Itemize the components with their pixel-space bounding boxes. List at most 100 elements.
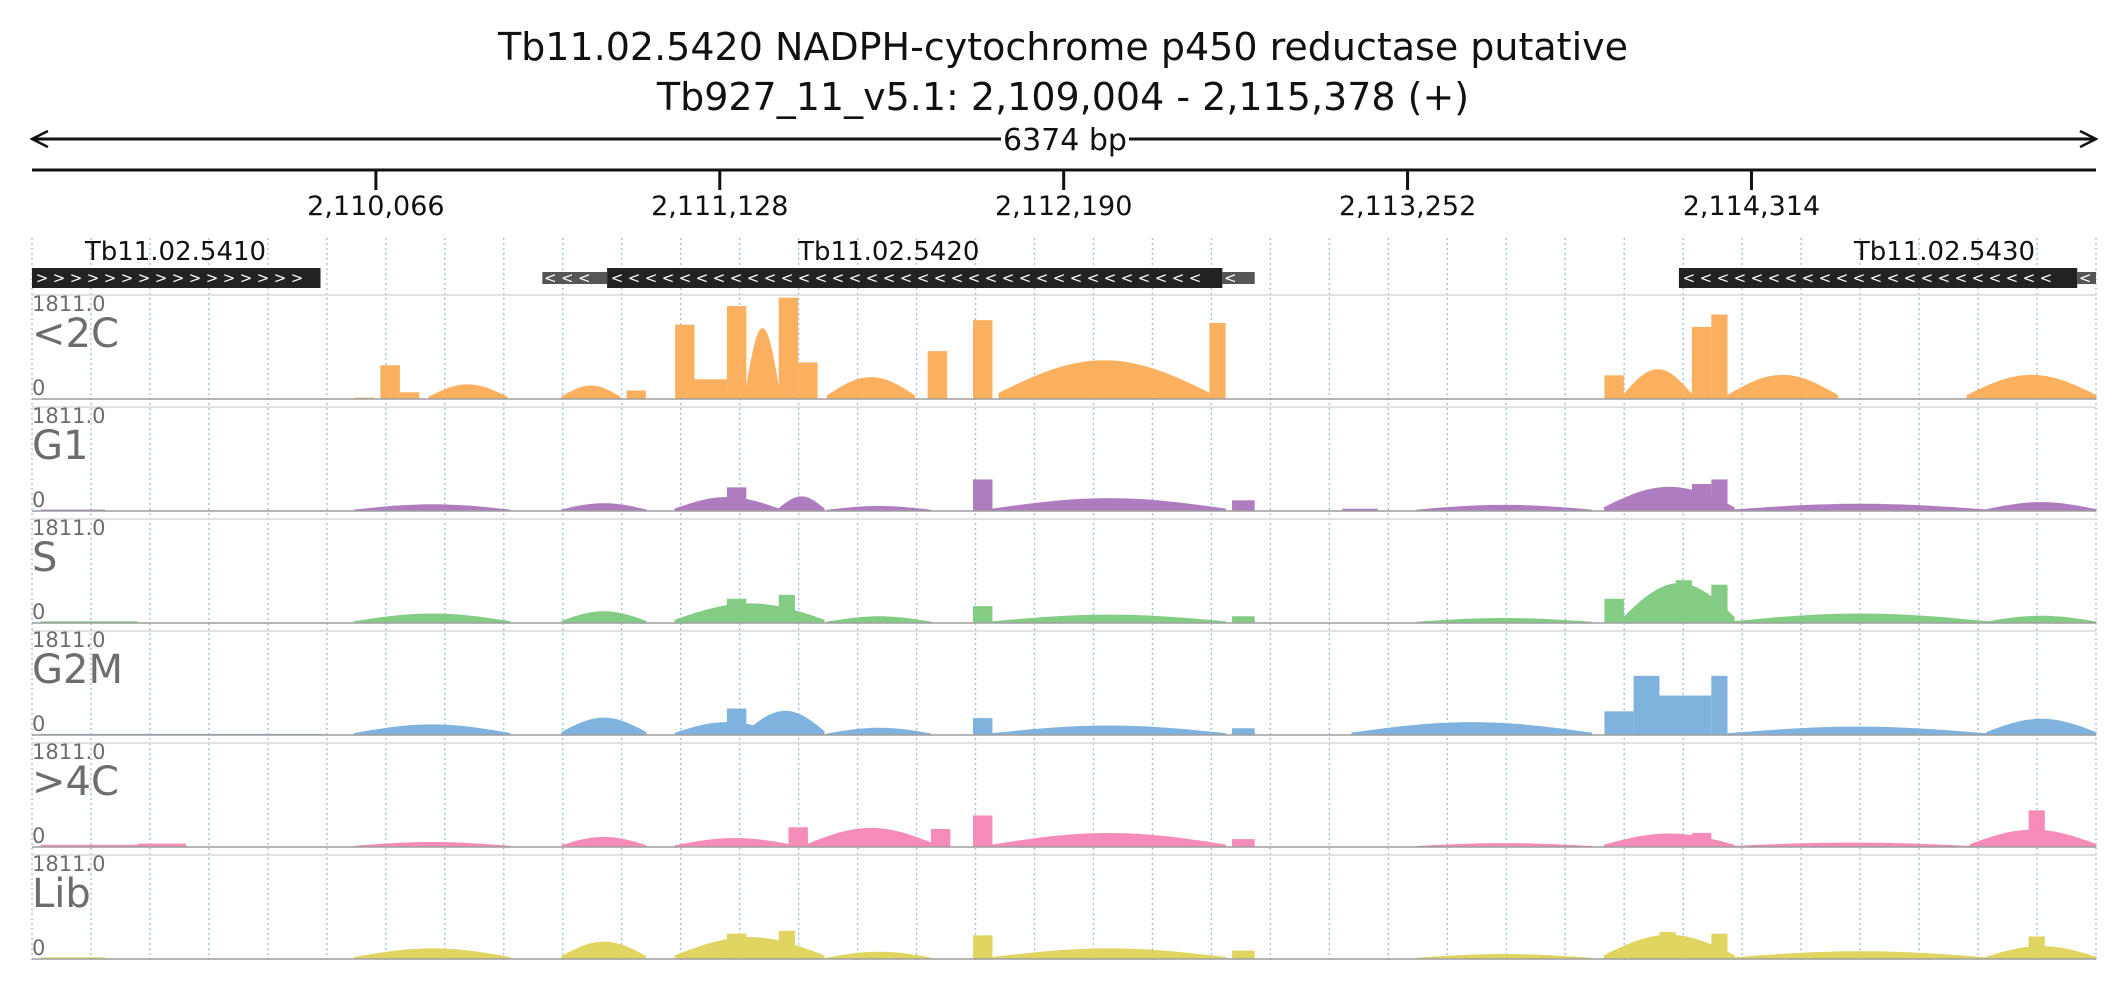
coverage-bar — [1675, 580, 1692, 623]
strand-chevron: < — [2040, 269, 2053, 287]
coverage-area — [1733, 503, 1988, 512]
coverage-bar — [1711, 933, 1728, 959]
coverage-area — [1966, 374, 2097, 400]
coverage-bar — [973, 606, 993, 623]
strand-chevron: < — [1019, 269, 1032, 287]
coverage-bar — [788, 827, 808, 847]
strand-chevron: < — [1836, 269, 1849, 287]
track-max-label: 1811.0 — [32, 628, 105, 652]
strand-chevron: > — [257, 269, 270, 287]
track-max-label: 1811.0 — [32, 516, 105, 540]
strand-chevron: < — [900, 269, 913, 287]
coverage-bar — [1232, 616, 1255, 623]
coverage-area — [1986, 502, 2097, 512]
coverage-bar — [726, 306, 747, 399]
strand-chevron: < — [2079, 269, 2092, 287]
track-4: 1811.0 0 >4C — [32, 740, 2097, 848]
track-name: G2M — [32, 647, 123, 693]
coverage-area — [353, 724, 511, 736]
strand-chevron: < — [1870, 269, 1883, 287]
strand-chevron: < — [2006, 269, 2019, 287]
coverage-area — [998, 360, 1210, 400]
track-max-label: 1811.0 — [32, 404, 105, 428]
strand-chevron: < — [730, 269, 743, 287]
track-name: G1 — [32, 423, 88, 469]
coverage-area — [826, 951, 932, 960]
strand-chevron: < — [798, 269, 811, 287]
strand-chevron: < — [1989, 269, 2002, 287]
track-1: 1811.0 0 G1 — [32, 404, 2097, 512]
strand-chevron: < — [951, 269, 964, 287]
coverage-area — [826, 727, 932, 736]
coverage-area — [1623, 369, 1693, 400]
coverage-bar — [726, 933, 747, 959]
strand-chevron: < — [1853, 269, 1866, 287]
coverage-area — [561, 385, 621, 400]
gene-track: > > > > > > > > > > > > > > > >Tb11.02.5410< < < << < < < < < < <… — [32, 237, 2096, 288]
strand-chevron: < — [1938, 269, 1951, 287]
track-3: 1811.0 0 G2M — [32, 628, 2097, 736]
coverage-bar — [778, 930, 795, 959]
strand-chevron: < — [781, 269, 794, 287]
gene-label: Tb11.02.5410 — [84, 237, 266, 267]
coverage-area — [826, 377, 916, 400]
strand-chevron: < — [917, 269, 930, 287]
coverage-bar — [1659, 695, 1712, 735]
track-zero-label: 0 — [32, 488, 45, 512]
coverage-bar — [726, 487, 747, 511]
track-0: 1811.0 0 <2C — [32, 292, 2097, 400]
coverage-area — [1727, 374, 1839, 400]
region-length-label: 6374 bp — [1003, 123, 1127, 158]
gridlines — [31, 238, 2097, 962]
strand-chevron: < — [1087, 269, 1100, 287]
gene-label: Tb11.02.5430 — [1853, 237, 2035, 267]
coverage-bar — [675, 324, 695, 399]
strand-chevron: < — [985, 269, 998, 287]
strand-chevron: < — [578, 269, 591, 287]
coverage-area — [991, 948, 1227, 960]
coverage-area — [826, 506, 932, 512]
gene-body — [1678, 268, 2078, 288]
coverage-area — [561, 503, 647, 512]
strand-chevron: < — [1955, 269, 1968, 287]
strand-chevron: < — [1121, 269, 1134, 287]
strand-chevron: < — [679, 269, 692, 287]
coverage-bar — [973, 479, 993, 511]
strand-chevron: < — [645, 269, 658, 287]
strand-chevron: < — [544, 269, 557, 287]
strand-chevron: < — [561, 269, 574, 287]
coverage-area — [1416, 954, 1592, 960]
coverage-bar — [626, 390, 646, 399]
coverage-area — [561, 717, 647, 736]
strand-chevron: < — [968, 269, 981, 287]
strand-chevron: < — [2023, 269, 2036, 287]
coverage-bar — [1633, 675, 1660, 735]
strand-chevron: < — [815, 269, 828, 287]
coverage-bar — [1711, 584, 1728, 623]
strand-chevron: > — [172, 269, 185, 287]
track-max-label: 1811.0 — [32, 740, 105, 764]
strand-chevron: < — [696, 269, 709, 287]
coverage-bar — [1691, 483, 1712, 511]
coverage-bar — [726, 708, 747, 735]
coverage-area — [1351, 722, 1592, 736]
gene-label: Tb11.02.5420 — [797, 237, 979, 267]
gene-utr — [2077, 272, 2096, 284]
track-max-label: 1811.0 — [32, 852, 105, 876]
strand-chevron: < — [1053, 269, 1066, 287]
coverage-area — [1603, 833, 1735, 848]
coverage-bar — [1711, 675, 1728, 735]
tick-label: 2,112,190 — [995, 191, 1132, 222]
track-zero-label: 0 — [32, 824, 45, 848]
strand-chevron: < — [1683, 269, 1696, 287]
track-name: Lib — [32, 871, 91, 917]
coverage-area — [561, 836, 647, 848]
track-max-label: 1811.0 — [32, 292, 105, 316]
strand-chevron: < — [1972, 269, 1985, 287]
coverage-bar — [930, 828, 951, 847]
coverage-area — [1416, 618, 1592, 624]
coverage-area — [1416, 843, 1592, 848]
strand-chevron: > — [121, 269, 134, 287]
coverage-area — [745, 328, 780, 400]
